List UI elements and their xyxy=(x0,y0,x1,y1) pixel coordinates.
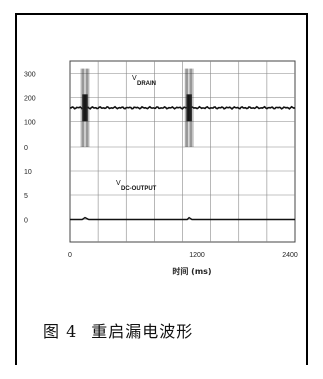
caption-text: 重启漏电波形 xyxy=(91,322,194,341)
x-axis-label: 时间 (ms) xyxy=(172,266,211,276)
series-output-trace xyxy=(70,216,295,221)
caption-label: 图 4 xyxy=(43,322,78,341)
y-tick-label-output: 5 xyxy=(24,193,28,200)
x-tick-label: 0 xyxy=(68,252,72,259)
figure-caption: 图 4 重启漏电波形 xyxy=(43,318,193,342)
figure-frame-right xyxy=(306,13,308,365)
series-drain-trace xyxy=(69,105,296,110)
y-tick-label-drain: 200 xyxy=(24,96,36,103)
x-tick-label: 1200 xyxy=(189,252,205,259)
figure-frame xyxy=(15,13,308,365)
annotation-vdrain-sub: DRAIN xyxy=(137,81,156,87)
y-tick-label-drain: 300 xyxy=(24,72,36,79)
y-tick-label-drain: 100 xyxy=(24,120,36,127)
y-tick-label-output: 10 xyxy=(24,169,32,176)
annotation-vout-sub: DC-OUTPUT xyxy=(121,186,157,192)
x-tick-label: 2400 xyxy=(282,252,298,259)
y-tick-label-output: 0 xyxy=(24,218,28,225)
annotation-vdrain-main: V xyxy=(132,75,137,82)
annotation-vout-main: V xyxy=(116,180,121,187)
y-tick-label-drain: 0 xyxy=(24,145,28,152)
